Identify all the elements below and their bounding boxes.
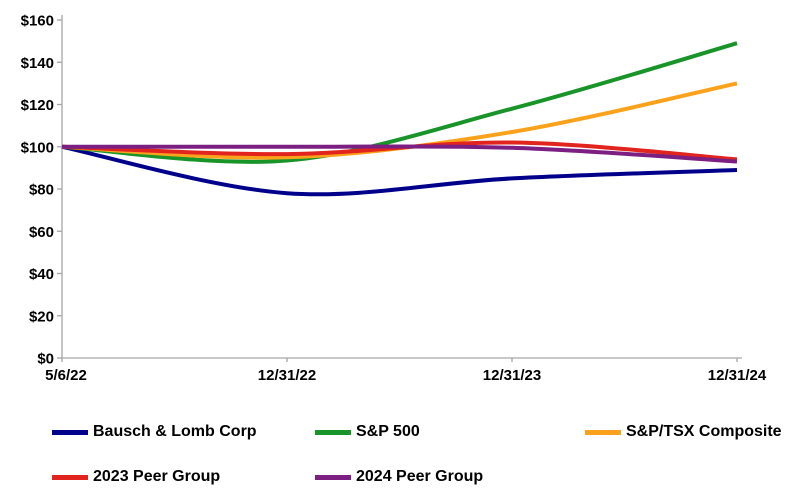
series-line-s-p-500 — [61, 41, 738, 164]
y-tick-label: $0 — [37, 351, 54, 368]
legend-swatch-s-p-tsx-composite — [585, 429, 621, 435]
legend-label: Bausch & Lomb Corp — [93, 423, 257, 440]
y-tick-label: $160 — [21, 13, 54, 30]
legend-item-2024-peer-group: 2024 Peer Group — [315, 468, 483, 486]
plot-area: $0 $20 $40 $60 $80 $100 $120 $140 $160 5/6/22 12/3… — [21, 13, 767, 385]
legend-item-2023-peer-group: 2023 Peer Group — [52, 468, 220, 486]
legend-swatch-bausch-lomb-corp — [52, 429, 88, 435]
legend-label: S&P/TSX Composite — [626, 423, 782, 440]
legend-label: S&P 500 — [356, 423, 420, 440]
y-tick-label: $100 — [21, 139, 54, 156]
legend-item-s-p-tsx-composite: S&P/TSX Composite — [585, 423, 782, 441]
y-tick-label: $80 — [29, 182, 54, 199]
legend-item-s-p-500: S&P 500 — [315, 423, 420, 441]
legend-label: 2023 Peer Group — [93, 468, 221, 485]
y-tick-label: $60 — [29, 224, 54, 241]
y-tick-label: $120 — [21, 97, 54, 114]
x-tick-label: 12/31/23 — [483, 367, 541, 384]
x-tick-label: 12/31/22 — [258, 367, 316, 384]
series-line-bausch-lomb-corp — [61, 144, 738, 197]
x-tick-label: 12/31/24 — [708, 367, 767, 384]
legend-label: 2024 Peer Group — [356, 468, 484, 485]
series-line-2024-peer-group — [61, 144, 738, 164]
legend: Bausch & Lomb Corp S&P 500 S&P/TSX Composi… — [0, 405, 796, 503]
x-tick-label: 5/6/22 — [45, 367, 87, 384]
y-tick-label: $20 — [29, 308, 54, 325]
legend-swatch-2023-peer-group — [52, 474, 88, 480]
legend-swatch-s-p-500 — [315, 429, 351, 435]
legend-swatch-2024-peer-group — [315, 474, 351, 480]
y-tick-label: $40 — [29, 266, 54, 283]
y-tick-label: $140 — [21, 55, 54, 72]
legend-item-bausch-lomb-corp: Bausch & Lomb Corp — [52, 423, 257, 441]
